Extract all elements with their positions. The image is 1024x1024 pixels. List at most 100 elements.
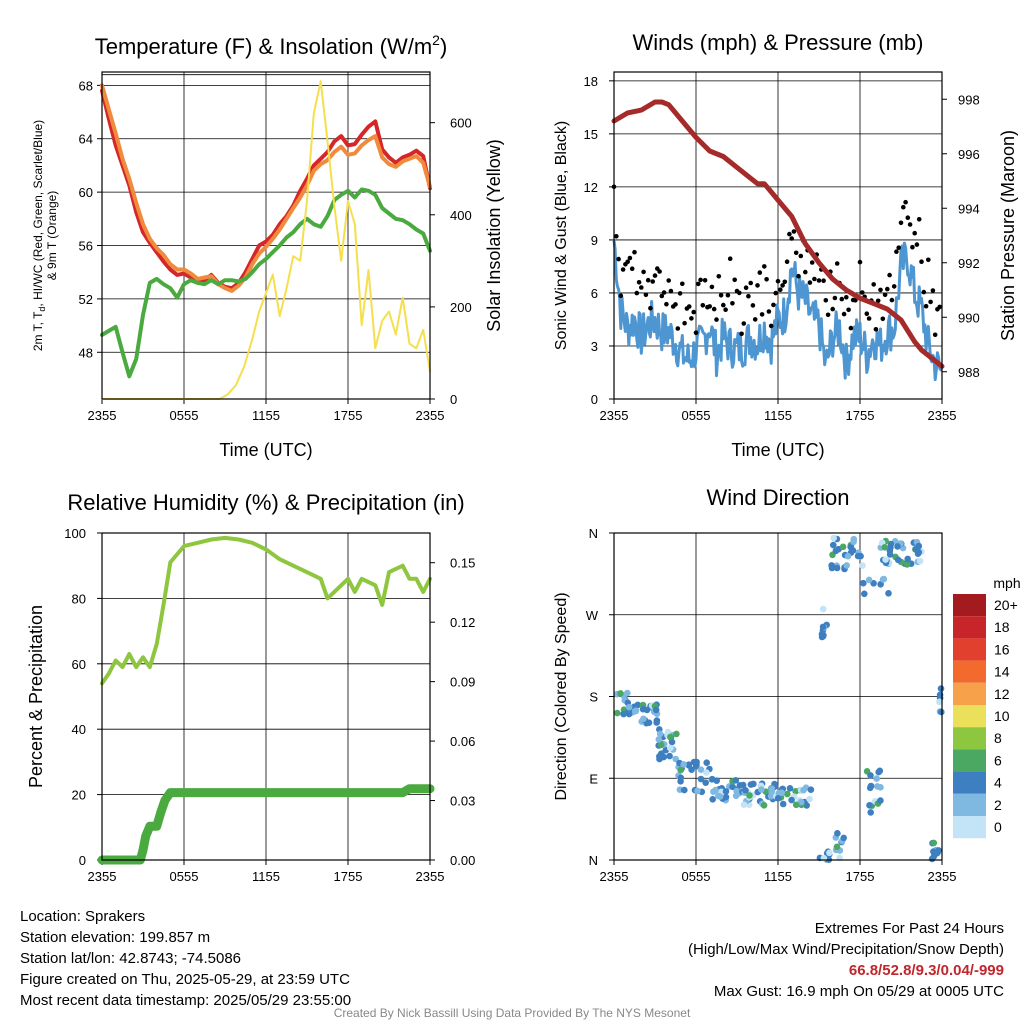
direction-point — [867, 809, 874, 816]
gust-point — [907, 222, 913, 227]
y2-tick-label: 0.03 — [450, 794, 475, 809]
direction-point — [614, 709, 621, 717]
gust-point — [771, 302, 776, 308]
gust-point — [752, 317, 758, 322]
station-info: Location: Sprakers Station elevation: 19… — [20, 906, 351, 1011]
x-tick-label: 2355 — [416, 408, 445, 423]
gust-point — [782, 279, 788, 285]
y-axis-label: 2m T, Td, HI/WC (Red, Green, Scarlet/Blu… — [31, 120, 47, 351]
direction-point — [806, 795, 813, 803]
gust-point — [698, 277, 703, 283]
legend-label: 6 — [994, 752, 1002, 768]
gust-point — [730, 301, 735, 306]
direction-point — [653, 719, 660, 726]
y-tick-label: 12 — [584, 180, 598, 195]
y2-tick-label: 0.12 — [450, 615, 475, 630]
direction-point — [881, 544, 889, 551]
direction-point — [722, 788, 730, 795]
direction-point — [819, 623, 827, 631]
series-line-precip — [97, 784, 435, 865]
direction-point — [833, 843, 841, 851]
gust-point — [716, 274, 722, 279]
direction-point — [655, 736, 663, 743]
direction-point — [865, 576, 873, 584]
direction-point — [688, 766, 695, 773]
direction-point — [877, 581, 884, 588]
direction-point — [788, 796, 795, 804]
direction-point — [742, 787, 749, 794]
extremes-title: Extremes For Past 24 Hours — [814, 920, 1004, 937]
direction-point — [625, 703, 633, 711]
legend-swatch — [953, 705, 986, 728]
series-line-orange — [100, 83, 432, 293]
legend-swatch — [953, 682, 986, 705]
gust-point — [930, 288, 936, 293]
gust-point — [796, 273, 801, 279]
gust-point — [928, 299, 933, 305]
y2-tick-label: 0 — [450, 392, 457, 407]
x-tick-label: 0555 — [682, 869, 711, 884]
direction-point — [739, 781, 747, 789]
gust-point — [686, 304, 692, 309]
direction-point — [694, 787, 701, 795]
x-tick-label: 1155 — [252, 408, 280, 423]
gust-point — [839, 296, 845, 302]
gust-point — [659, 293, 665, 299]
direction-point — [767, 792, 775, 800]
y-tick-label: 80 — [72, 591, 86, 606]
x-tick-label: 2355 — [88, 869, 117, 884]
y-tick-label: S — [589, 690, 598, 705]
legend-label: 20+ — [994, 597, 1018, 613]
gust-point — [702, 278, 708, 283]
direction-point — [666, 752, 673, 760]
direction-point — [938, 708, 945, 716]
legend-label: 0 — [994, 819, 1002, 835]
gust-point — [666, 278, 671, 283]
direction-point — [786, 785, 794, 792]
gust-point — [926, 257, 931, 263]
gust-point — [657, 269, 662, 274]
gust-point — [711, 306, 717, 312]
x-axis-label: Time (UTC) — [219, 440, 312, 460]
legend-title: mph — [993, 575, 1020, 591]
extremes-info: Extremes For Past 24 Hours (High/Low/Max… — [688, 918, 1004, 1002]
extremes-description: (High/Low/Max Wind/Precipitation/Snow De… — [688, 941, 1004, 958]
y2-tick-label: 400 — [450, 208, 472, 223]
direction-point — [713, 777, 720, 784]
plot-frame — [101, 71, 431, 400]
direction-point — [930, 839, 938, 847]
direction-point — [840, 834, 847, 842]
chart-title: Temperature (F) & Insolation (W/m2) — [95, 32, 448, 59]
series-line-wind — [612, 238, 943, 382]
gust-point — [841, 311, 847, 317]
y-tick-label: 60 — [79, 185, 93, 200]
gust-point — [787, 231, 792, 237]
gust-point — [759, 312, 765, 317]
direction-point — [722, 793, 730, 801]
y-label-part: 2m T, T — [31, 311, 45, 351]
gust-point — [693, 330, 699, 336]
recent-data-text: Most recent data timestamp: 2025/05/29 2… — [20, 992, 352, 1009]
gust-point — [632, 249, 637, 255]
y-tick-label: 9 — [591, 233, 598, 248]
extremes-values: 66.8/52.8/9.3/0.04/-999 — [848, 962, 1004, 979]
legend-label: 4 — [994, 775, 1002, 791]
direction-point — [779, 800, 787, 808]
gust-point — [905, 215, 911, 220]
direction-point — [826, 849, 833, 857]
gust-point — [648, 305, 653, 311]
direction-point — [673, 730, 680, 738]
y-tick-label: 60 — [72, 657, 86, 672]
direction-point — [652, 706, 660, 714]
gust-point — [871, 282, 876, 287]
direction-point — [844, 552, 852, 560]
legend-label: 18 — [994, 619, 1010, 635]
gust-point — [932, 332, 938, 338]
direction-point — [697, 775, 705, 783]
series-line-green — [100, 187, 432, 379]
direction-point — [800, 786, 807, 794]
y-tick-label: W — [586, 608, 599, 623]
gust-point — [914, 242, 920, 247]
gust-point — [807, 280, 813, 285]
direction-point — [839, 543, 847, 551]
